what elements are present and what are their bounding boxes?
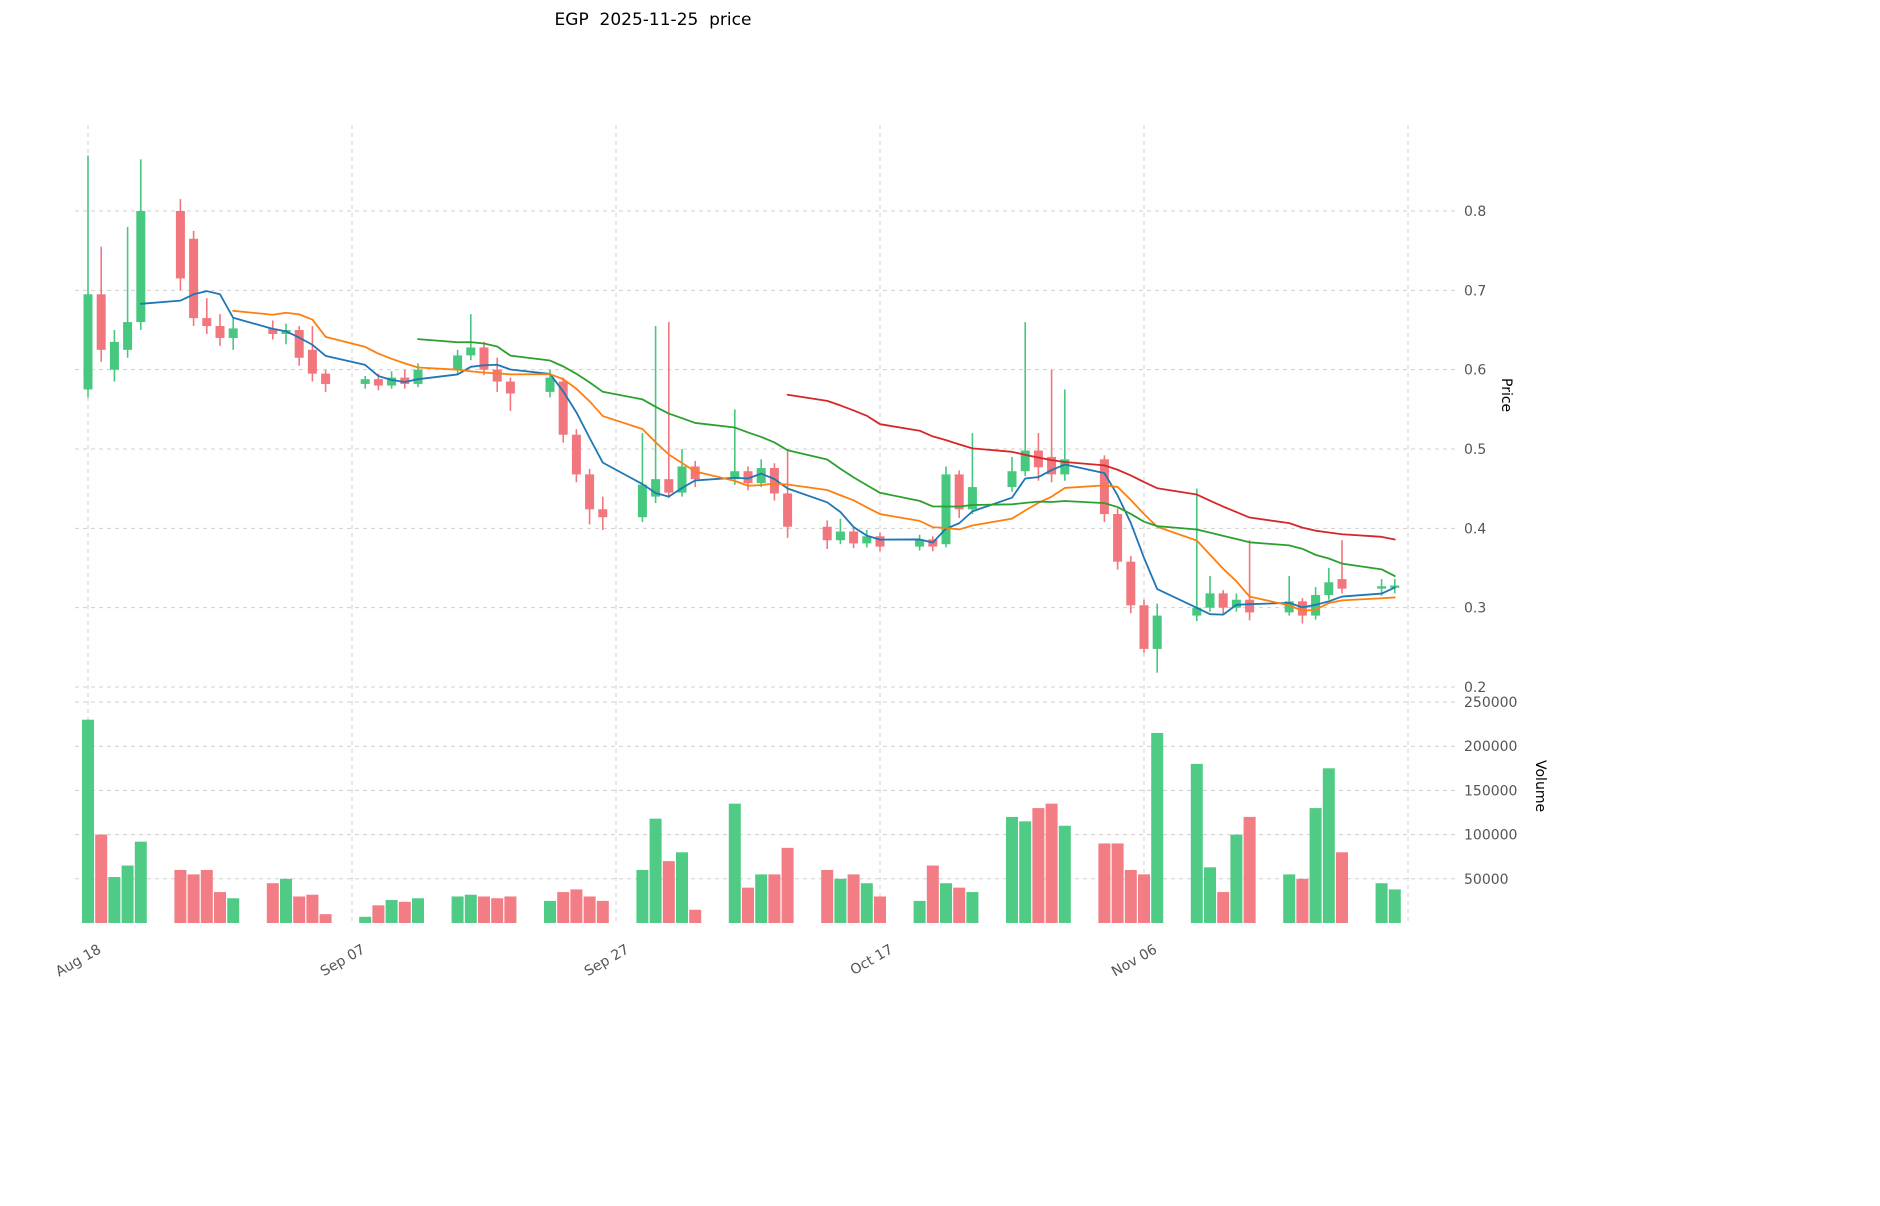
svg-text:100000: 100000 [1464, 828, 1517, 844]
svg-text:Oct 17: Oct 17 [848, 942, 896, 979]
svg-text:0.3: 0.3 [1464, 601, 1486, 617]
svg-text:50000: 50000 [1464, 872, 1509, 888]
chart-title: EGP 2025-11-25 price [554, 10, 752, 30]
price-axis-label: Price [1498, 378, 1514, 413]
volume-axis-label: Volume [1532, 760, 1548, 813]
svg-text:Sep 27: Sep 27 [582, 942, 632, 980]
svg-text:150000: 150000 [1464, 783, 1517, 799]
svg-text:250000: 250000 [1464, 695, 1517, 711]
svg-text:0.7: 0.7 [1464, 283, 1486, 299]
svg-text:0.2: 0.2 [1464, 680, 1486, 696]
svg-text:0.8: 0.8 [1464, 204, 1486, 220]
svg-text:Sep 07: Sep 07 [318, 942, 368, 980]
svg-text:Nov 06: Nov 06 [1109, 942, 1160, 981]
svg-text:0.5: 0.5 [1464, 442, 1486, 458]
svg-text:200000: 200000 [1464, 739, 1517, 755]
svg-text:0.6: 0.6 [1464, 363, 1486, 379]
svg-text:0.4: 0.4 [1464, 521, 1486, 537]
svg-text:Aug 18: Aug 18 [53, 942, 104, 981]
